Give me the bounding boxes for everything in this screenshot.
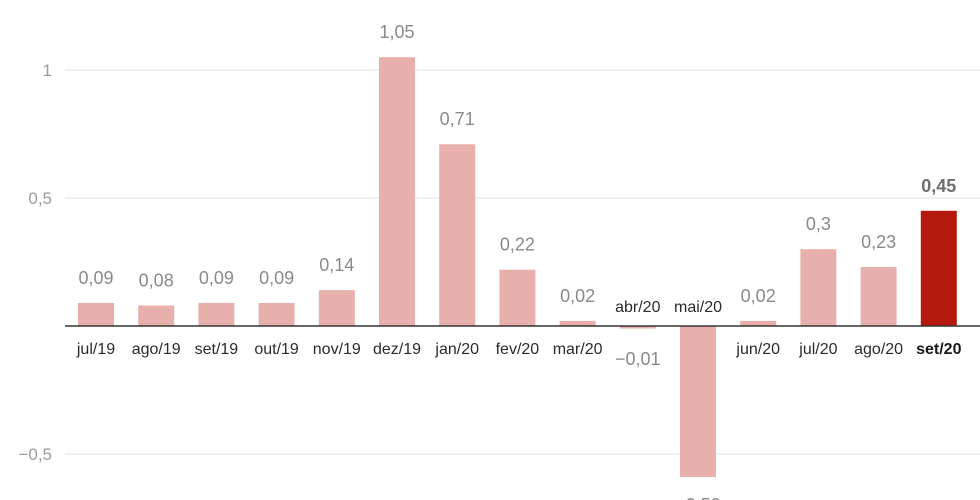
data-label: 0,23 [861,232,896,252]
x-tick-label: mar/20 [553,341,603,358]
data-labels: 0,09 0,08 0,09 0,09 0,14 1,05 0,71 0,22 0,02 −0,0… [78,22,956,500]
data-label: 0,09 [78,268,113,288]
data-label: 0,08 [139,271,174,291]
data-label: 0,09 [259,268,294,288]
y-tick-label: 0,5 [28,189,52,208]
x-tick-label: jul/20 [798,341,837,358]
x-tick-label: ago/19 [132,341,181,358]
data-label: 0,09 [199,268,234,288]
bars [78,57,957,478]
bar [198,302,235,326]
x-tick-label: set/19 [195,341,239,358]
x-tick-label: fev/20 [496,341,540,358]
bar [138,305,175,326]
data-label: 0,45 [921,176,956,196]
data-label: 0,02 [741,286,776,306]
data-label: 0,02 [560,286,595,306]
y-tick-label: −0,5 [18,445,52,464]
data-label: −0,01 [615,349,661,369]
data-label: 1,05 [379,22,414,42]
y-axis-ticks: −0,5 0,5 1 [18,61,52,464]
bar [318,290,355,326]
bar [439,144,476,326]
x-tick-label: abr/20 [615,299,660,316]
bar [559,320,596,326]
bar [499,269,536,326]
bar [740,320,777,326]
bar [619,326,656,329]
bar [920,210,957,326]
x-tick-label: ago/20 [854,341,903,358]
bar [680,326,716,478]
gridlines [65,69,980,455]
x-tick-label: jul/19 [76,341,115,358]
x-tick-label: set/20 [916,341,961,358]
y-tick-label: 1 [43,61,52,80]
bar [379,57,415,326]
bar [78,302,114,326]
data-label: −0,59 [675,495,721,500]
bar [860,267,897,326]
x-tick-label: jan/20 [434,341,479,358]
bar [800,249,837,326]
x-axis-ticks: jul/19 ago/19 set/19 out/19 nov/19 dez/19 jan/… [76,299,962,358]
data-label: 0,3 [806,214,831,234]
x-tick-label: jun/20 [735,341,780,358]
data-label: 0,22 [500,235,535,255]
data-label: 0,14 [319,255,354,275]
x-tick-label: nov/19 [313,341,361,358]
x-tick-label: mai/20 [674,299,722,316]
x-tick-label: dez/19 [373,341,421,358]
bar [258,302,295,326]
x-tick-label: out/19 [254,341,299,358]
data-label: 0,71 [440,109,475,129]
